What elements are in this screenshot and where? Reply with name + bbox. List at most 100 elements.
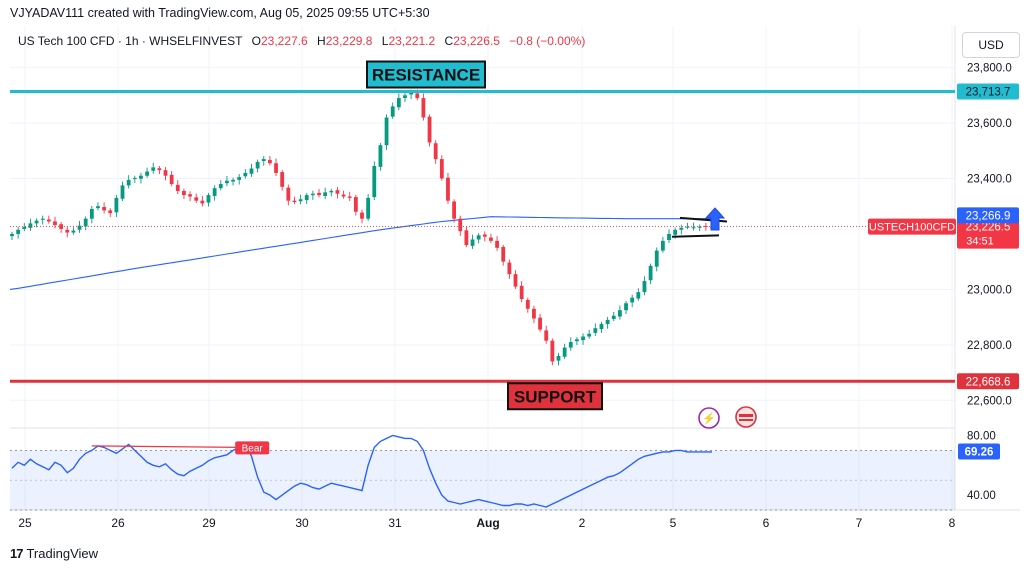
candle-body xyxy=(378,145,383,167)
candle xyxy=(108,208,113,218)
candle xyxy=(267,156,272,166)
candle xyxy=(482,231,487,242)
candle-body xyxy=(673,229,678,235)
candle xyxy=(611,311,616,322)
candle xyxy=(310,190,315,200)
candle xyxy=(255,159,260,173)
candle-body xyxy=(630,297,635,303)
candle-body xyxy=(544,330,549,341)
candle-body xyxy=(636,292,641,299)
candle xyxy=(40,215,45,225)
ohlc-close: C23,226.5 xyxy=(444,34,500,48)
candle xyxy=(691,222,696,231)
price-tick-label: 23,800.0 xyxy=(967,63,1012,75)
candle-body xyxy=(237,177,242,180)
candle-body xyxy=(495,240,499,248)
ma-price-label: 23,266.9 xyxy=(966,210,1011,222)
candle xyxy=(642,276,647,296)
candle xyxy=(194,193,199,203)
rsi-tick-label: 80.00 xyxy=(967,430,996,442)
symbol-legend: US Tech 100 CFD · 1h · WHSELFINVEST O23,… xyxy=(18,34,585,48)
candle xyxy=(538,313,542,332)
candle-body xyxy=(163,170,168,176)
candle xyxy=(163,167,168,181)
rsi-divergence-line xyxy=(91,445,240,449)
time-axis: 25 26 29 30 31 Aug 2 5 6 7 8 xyxy=(18,516,955,530)
candle-body xyxy=(482,234,487,237)
candle-body xyxy=(384,117,389,146)
candle xyxy=(550,338,555,366)
resistance-price-badge xyxy=(957,83,1019,100)
candle xyxy=(648,263,653,285)
candle-body xyxy=(593,328,598,333)
candle xyxy=(513,270,518,289)
candle xyxy=(353,194,358,216)
candle-body xyxy=(513,274,518,287)
candle-body xyxy=(562,347,567,357)
candle-body xyxy=(10,233,14,237)
candle xyxy=(660,236,665,253)
candle-body xyxy=(40,218,45,220)
candle xyxy=(46,215,51,224)
candle xyxy=(593,323,598,336)
resistance-label: RESISTANCE xyxy=(372,66,480,85)
candle-body xyxy=(46,219,51,222)
breakout-arrow-up-icon xyxy=(704,207,726,231)
candle-body xyxy=(261,159,266,162)
candle-body xyxy=(188,194,192,197)
candle xyxy=(446,172,450,204)
candle xyxy=(575,337,579,346)
candle xyxy=(458,215,463,236)
tradingview-logo-icon: 17 xyxy=(10,546,24,561)
price-axis: 23,800.0 23,600.0 23,400.0 23,000.0 22,800.0… xyxy=(967,63,1012,408)
candle-body xyxy=(427,116,432,143)
candle xyxy=(556,352,561,366)
candle xyxy=(476,233,481,244)
candle xyxy=(292,196,297,205)
candle-body xyxy=(458,218,463,232)
candle-body xyxy=(568,342,573,348)
candle xyxy=(636,288,641,301)
candle xyxy=(495,236,499,251)
time-tick-label: 30 xyxy=(295,516,309,530)
candle-body xyxy=(22,227,27,229)
candle xyxy=(323,187,328,199)
ohlc-low: L23,221.2 xyxy=(381,34,436,48)
candle-body xyxy=(489,237,493,241)
time-tick-label: 7 xyxy=(856,516,863,530)
candle-body xyxy=(108,210,113,214)
candle xyxy=(587,329,592,339)
candle xyxy=(599,321,604,333)
currency-button[interactable]: USD xyxy=(962,32,1020,58)
candle xyxy=(568,337,573,351)
candle-body xyxy=(310,193,315,196)
candle xyxy=(157,166,162,175)
candle xyxy=(544,325,549,344)
candle xyxy=(581,333,585,345)
candle-body xyxy=(255,161,260,169)
pattern-bottom-line xyxy=(671,234,720,238)
candle-body xyxy=(360,212,364,219)
candle-body xyxy=(83,218,88,227)
candle-body xyxy=(218,184,223,189)
candle-body xyxy=(446,177,450,201)
candle-body xyxy=(550,340,555,362)
candle-body xyxy=(126,179,131,186)
candle xyxy=(341,190,346,199)
candle xyxy=(562,343,567,359)
candle-body xyxy=(292,200,297,203)
candle-body xyxy=(464,230,469,246)
candle xyxy=(126,175,131,189)
candle xyxy=(703,222,708,231)
candle xyxy=(261,156,266,166)
brand-text: TradingView xyxy=(26,546,99,561)
candle-body xyxy=(372,166,377,198)
symbol-badge xyxy=(868,218,956,235)
candle xyxy=(237,174,242,185)
candle-body xyxy=(685,226,690,228)
candle-body xyxy=(335,190,340,194)
symbol-name[interactable]: US Tech 100 CFD · 1h · WHSELFINVEST xyxy=(18,34,243,48)
candle-body xyxy=(538,317,542,330)
candle xyxy=(464,226,469,248)
